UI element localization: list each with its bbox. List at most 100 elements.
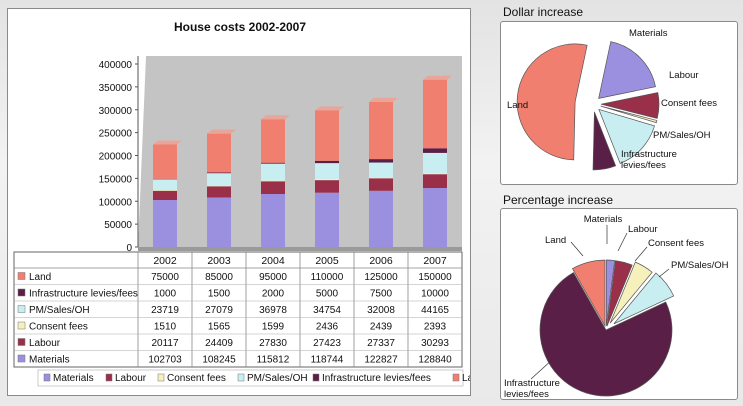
pie-leader-line	[570, 241, 584, 257]
pie-label-land: Land	[545, 235, 566, 246]
bar-segment-materials	[261, 194, 285, 247]
bar-segment-labour	[207, 186, 231, 198]
bar-segment-land	[369, 101, 393, 160]
table-cell-value: 110000	[311, 272, 344, 283]
bar-segment-consent-fees	[423, 173, 447, 175]
table-cell-value: 122827	[364, 355, 398, 366]
pie-label-infrastructure-levies-fees: Infrastructure levies/fees	[621, 149, 677, 171]
bar-segment-labour	[261, 181, 285, 195]
table-cell-value: 2439	[370, 322, 393, 333]
table-swatch-materials	[17, 354, 26, 363]
table-swatch-labour	[17, 338, 26, 346]
pie-label-pm-sales-oh: PM/Sales/OH	[653, 130, 711, 141]
bar-segment-land	[315, 110, 339, 161]
bar-segment-land	[153, 144, 177, 179]
pie-label-materials: Materials	[629, 28, 668, 39]
bar-segment-pm-sales-oh	[423, 152, 447, 174]
table-swatch-land	[17, 272, 26, 280]
legend-label-infrastructure-levies-fees: Infrastructure levies/fees	[322, 373, 431, 384]
legend-label-materials: Materials	[53, 373, 94, 384]
bar-segment-pm-sales-oh	[153, 179, 177, 191]
y-tick-label: 0	[126, 243, 132, 254]
table-cell-value: 36978	[259, 305, 287, 316]
bar-segment-infrastructure-levies-fees	[153, 178, 177, 180]
house-costs-chart: House costs 2002-2007 0 50000 100000 150000 2…	[13, 20, 484, 387]
pie-leader-line	[617, 232, 628, 252]
pie-slice-pm-sales-oh	[598, 108, 655, 164]
table-cell-value: 27337	[367, 338, 395, 349]
table-cell-value: 150000	[418, 272, 452, 283]
pie-slice-land	[516, 43, 588, 161]
pie-slice-pm-sales-oh	[613, 272, 675, 325]
bar-segment-infrastructure-levies-fees	[369, 159, 393, 163]
bar-segment-land	[207, 133, 231, 173]
table-cell-value: 32008	[367, 305, 395, 316]
bar-segment-infrastructure-levies-fees	[315, 160, 339, 164]
legend-label-labour: Labour	[115, 373, 147, 384]
x-tick-label: 2005	[315, 255, 339, 267]
legend-swatch-land	[452, 373, 460, 382]
legend-swatch-materials	[43, 373, 51, 382]
y-tick-label: 50000	[104, 220, 132, 231]
x-tick-label: 2003	[207, 255, 231, 267]
bar-segment-labour	[315, 180, 339, 193]
bar-segment-consent-fees	[315, 179, 339, 181]
table-cell-value: 44165	[421, 305, 449, 316]
table-cell-value: 128840	[418, 355, 452, 366]
table-cell-value: 118744	[311, 355, 344, 366]
legend-box	[37, 369, 464, 387]
bar-segment-pm-sales-oh	[315, 163, 339, 180]
table-swatch-pm-sales-oh	[17, 305, 26, 313]
table-row-label: Consent fees	[29, 322, 88, 333]
bar-segment-consent-fees	[207, 185, 231, 187]
bar-segment-materials	[207, 197, 231, 247]
legend-swatch-labour	[105, 373, 113, 382]
x-tick-label: 2004	[261, 255, 285, 267]
y-tick-label: 250000	[99, 129, 133, 140]
table-cell-value: 30293	[421, 338, 449, 349]
y-tick-label: 350000	[99, 83, 133, 94]
pie-leader-line	[634, 246, 648, 262]
bar-top-face	[207, 129, 236, 134]
bar-segment-land	[423, 79, 447, 149]
bar-segment-labour	[369, 178, 393, 191]
table-cell-value: 5000	[316, 289, 339, 300]
table-cell-value: 85000	[205, 272, 233, 283]
percentage-increase-title: Percentage increase	[503, 193, 614, 207]
pie-label-labour: Labour	[628, 224, 658, 235]
bar-top-face	[153, 140, 182, 145]
legend-label-consent-fees: Consent fees	[167, 373, 226, 384]
table-cell-value: 2393	[424, 322, 447, 333]
bar-segment-labour	[423, 174, 447, 189]
table-cell-value: 24409	[205, 338, 233, 349]
table-cell-value: 125000	[364, 272, 398, 283]
bar-segment-consent-fees	[369, 177, 393, 179]
table-cell-value: 115812	[257, 355, 290, 366]
dollar-increase-title: Dollar increase	[503, 5, 584, 19]
bar-segment-consent-fees	[153, 190, 177, 191]
chart-title: House costs 2002-2007	[174, 20, 306, 34]
bar-segment-pm-sales-oh	[207, 173, 231, 186]
table-row-label: Labour	[29, 338, 61, 349]
table-cell-value: 1000	[154, 289, 177, 300]
table-cell-value: 23719	[151, 305, 179, 316]
table-row-label: Infrastructure levies/fees	[29, 289, 138, 300]
bar-top-face	[261, 115, 290, 120]
percentage-increase-pie: Materials Labour Consent fees PM/Sales/OH In…	[504, 214, 729, 400]
plot-floor	[138, 247, 462, 251]
legend-swatch-consent-fees	[157, 373, 165, 382]
table-cell-value: 2436	[316, 322, 339, 333]
pie-label-land: Land	[507, 100, 528, 111]
y-tick-label: 400000	[99, 60, 133, 71]
table-cell-value: 27079	[205, 305, 233, 316]
bar-top-face	[423, 75, 452, 80]
pie-slice-labour	[606, 260, 633, 327]
data-table-frame	[13, 251, 463, 368]
table-row-label: PM/Sales/OH	[29, 305, 90, 316]
table-cell-value: 95000	[259, 272, 287, 283]
y-tick-label: 300000	[99, 106, 133, 117]
percentage-increase-panel: Materials Labour Consent fees PM/Sales/OH In…	[500, 208, 738, 400]
x-tick-label: 2007	[423, 255, 447, 267]
plot-background	[138, 56, 462, 247]
pie-label-materials: Materials	[584, 214, 623, 225]
